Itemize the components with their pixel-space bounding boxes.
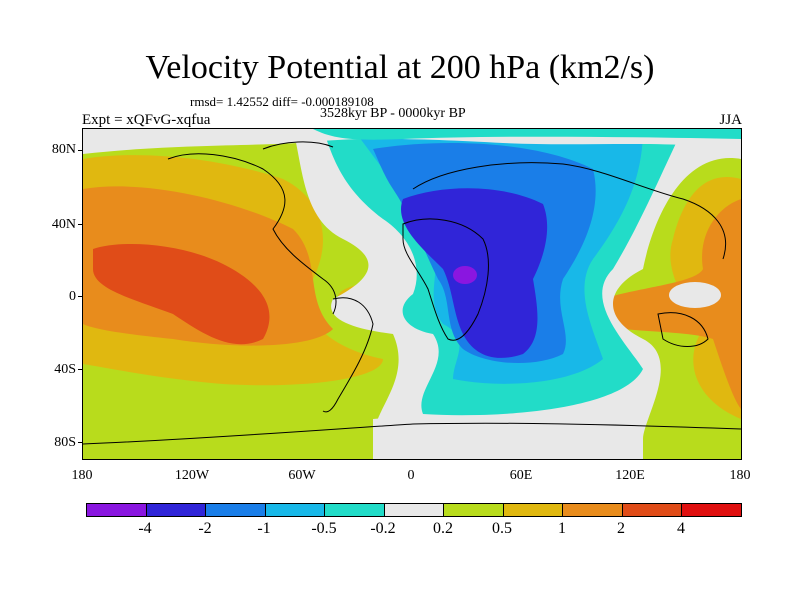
coastline-australia (657, 312, 709, 347)
field-region-red-west (93, 244, 270, 345)
lat-tick (78, 442, 82, 443)
colorbar-label: -0.2 (370, 520, 396, 537)
lat-tick (78, 296, 82, 297)
colorbar-label: -0.5 (311, 520, 337, 537)
colorbar-segment (682, 504, 742, 516)
colorbar-label: 0.5 (492, 520, 512, 537)
colorbar-segment (503, 504, 564, 516)
colorbar-segment (265, 504, 326, 516)
lat-label-eq: 0 (69, 289, 76, 304)
colorbar-segment (622, 504, 683, 516)
coastline-africa (402, 218, 489, 341)
season-label: JJA (719, 112, 742, 128)
coastlines (83, 141, 741, 445)
chart-title: Velocity Potential at 200 hPa (km2/s) (145, 49, 655, 86)
lon-label-120e: 120E (615, 468, 645, 483)
field-region-gray-antarctic (373, 415, 643, 459)
map-plot-area (82, 128, 742, 460)
field-region-darkorange-east (573, 199, 741, 409)
lat-label-80s: 80S (54, 435, 76, 450)
lat-label-40s: 40S (54, 362, 76, 377)
colorbar-label: 4 (677, 520, 685, 537)
colorbar-segment (146, 504, 207, 516)
colorbar-label: 0.2 (433, 520, 453, 537)
coastline-south-america (322, 297, 374, 413)
colorbar-segment (325, 504, 385, 516)
colorbar-label: 2 (617, 520, 625, 537)
lon-label-60e: 60E (509, 468, 533, 483)
lon-label-180e: 180 (729, 468, 751, 483)
velocity-potential-map (83, 129, 741, 459)
lat-tick (78, 150, 82, 151)
lon-label-180w: 180 (71, 468, 93, 483)
lon-label-60w: 60W (288, 468, 316, 483)
experiment-label: Expt = xQFvG-xqfua (82, 112, 211, 128)
lon-label-0: 0 (407, 468, 415, 483)
lat-tick (78, 369, 82, 370)
colorbar-segment (563, 504, 623, 516)
lat-label-80n: 80N (51, 142, 76, 157)
colorbar-segment (206, 504, 266, 516)
coastline-north-america (167, 153, 337, 315)
colorbar-segment (444, 504, 504, 516)
lat-label-40n: 40N (51, 217, 76, 232)
colorbar-label: 1 (558, 520, 566, 537)
field-region-teal-arctic (313, 129, 741, 140)
colorbar-segment (87, 504, 147, 516)
colorbar-label: -4 (138, 520, 152, 537)
colorbar-label: -2 (198, 520, 212, 537)
rmsd-diff-stats: rmsd= 1.42552 diff= -0.000189108 (190, 94, 374, 109)
coastline-greenland (262, 141, 334, 150)
lat-tick (78, 224, 82, 225)
time-period: 3528kyr BP - 0000kyr BP (320, 106, 466, 121)
field-region-purple-minimum (453, 266, 477, 284)
field-region-gray-east (669, 282, 721, 308)
coastline-eurasia (412, 162, 727, 260)
coastline-antarctica (83, 422, 741, 445)
colorbar-label: -1 (257, 520, 271, 537)
colorbar (86, 503, 742, 517)
colorbar-segment (384, 504, 445, 516)
lon-label-120w: 120W (174, 468, 210, 483)
